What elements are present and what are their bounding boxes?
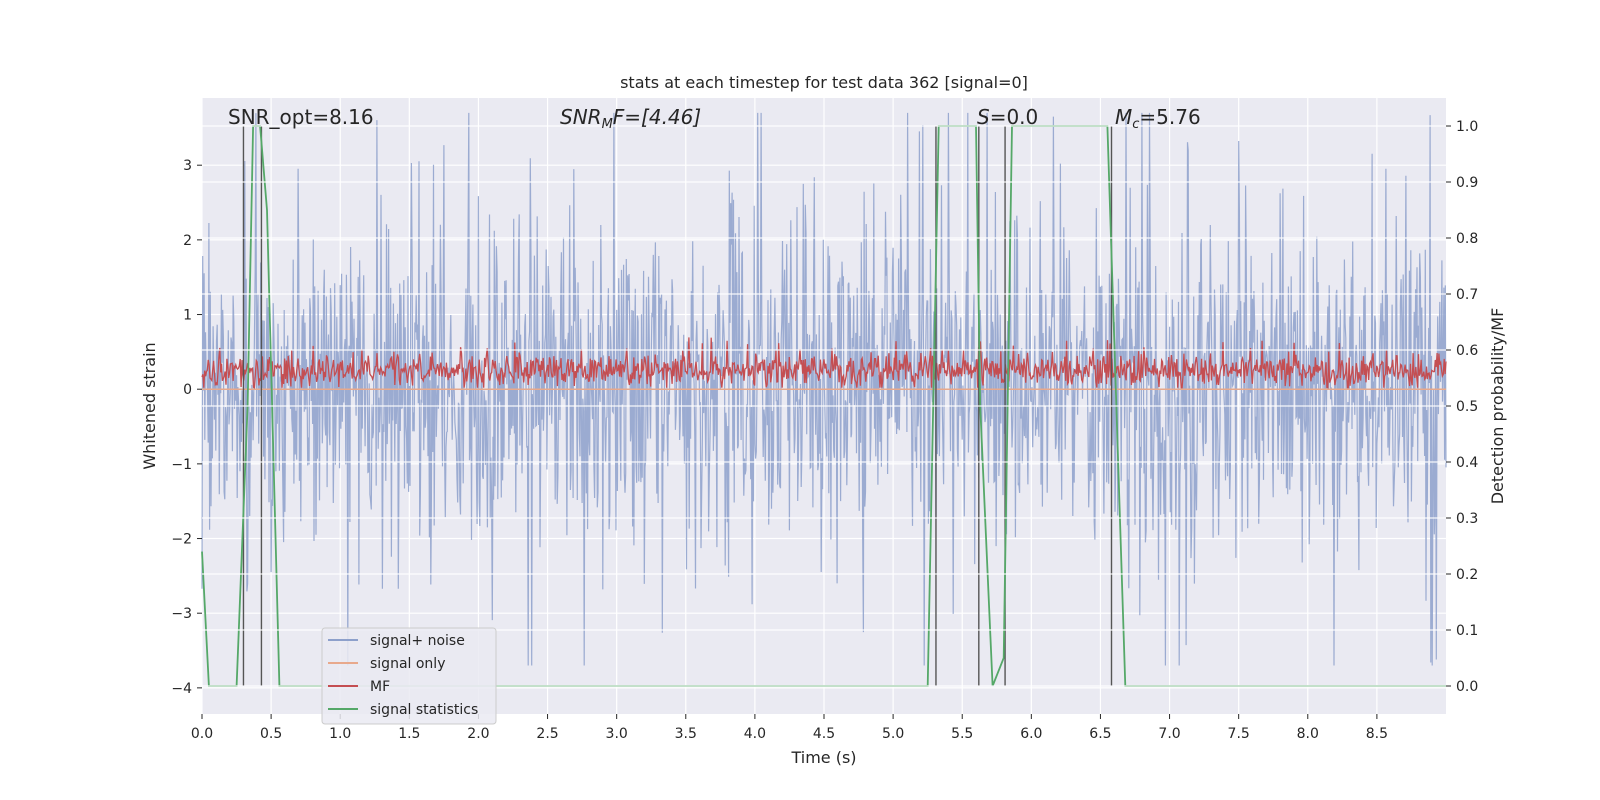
x-tick-label: 2.5 bbox=[536, 726, 558, 742]
s-annotation: S=0.0 bbox=[977, 105, 1038, 129]
y2-tick-label: 0.2 bbox=[1456, 567, 1478, 583]
y2-tick-label: 0.0 bbox=[1456, 679, 1478, 695]
right-axis-grid bbox=[202, 125, 1446, 687]
y2-tick-label: 0.6 bbox=[1456, 343, 1478, 359]
legend-label-stats: signal statistics bbox=[370, 702, 478, 718]
legend: signal+ noise signal only MF signal stat… bbox=[321, 627, 497, 725]
x-tick-label: 3.0 bbox=[606, 726, 628, 742]
snr-opt-annotation: SNR_opt=8.16 bbox=[228, 105, 374, 129]
legend-box bbox=[321, 627, 497, 725]
y-tick-label: 2 bbox=[183, 233, 192, 249]
x-tick-label: 7.5 bbox=[1228, 726, 1250, 742]
y-axis-label: Whitened strain bbox=[140, 342, 159, 469]
y2-tick-label: 1.0 bbox=[1456, 119, 1478, 135]
y2-tick-label: 0.3 bbox=[1456, 511, 1478, 527]
y2-tick-label: 0.1 bbox=[1456, 623, 1478, 639]
y-axis-ticks: 3 2 1 0 −1 −2 −3 −4 bbox=[171, 158, 202, 697]
y2-tick-label: 0.5 bbox=[1456, 399, 1478, 415]
y2-tick-label: 0.9 bbox=[1456, 175, 1478, 191]
chart-title: stats at each timestep for test data 362… bbox=[620, 73, 1028, 92]
y-tick-label: −2 bbox=[171, 532, 192, 548]
x-tick-label: 8.5 bbox=[1366, 726, 1388, 742]
y-tick-label: 1 bbox=[183, 308, 192, 324]
signal-noise-line bbox=[201, 112, 1447, 666]
x-tick-label: 0.5 bbox=[260, 726, 282, 742]
mc-annotation: Mc=5.76 bbox=[1115, 105, 1201, 132]
x-axis-ticks: 0.0 0.5 1.0 1.5 2.0 2.5 3.0 3.5 4.0 4.5 5.0 5.5 6.0 6… bbox=[191, 714, 1388, 742]
y2-tick-label: 0.8 bbox=[1456, 231, 1478, 247]
x-tick-label: 7.0 bbox=[1158, 726, 1180, 742]
x-tick-label: 0.0 bbox=[191, 726, 213, 742]
y2-axis-ticks: 1.0 0.9 0.8 0.7 0.6 0.5 0.4 0.3 0.2 0.1 0.0 bbox=[1446, 119, 1478, 695]
x-tick-label: 6.0 bbox=[1020, 726, 1042, 742]
y-tick-label: −3 bbox=[171, 606, 192, 622]
x-tick-label: 3.5 bbox=[675, 726, 697, 742]
signal-noise-series bbox=[201, 112, 1447, 666]
legend-label-noise: signal+ noise bbox=[370, 633, 465, 649]
y-tick-label: −4 bbox=[171, 681, 192, 697]
x-tick-label: 4.0 bbox=[744, 726, 766, 742]
y2-axis-label: Detection probability/MF bbox=[1488, 308, 1507, 505]
y2-tick-label: 0.4 bbox=[1456, 455, 1478, 471]
snr-mf-annotation: SNRMF=[4.46] bbox=[560, 105, 701, 132]
y-tick-label: −1 bbox=[171, 457, 192, 473]
legend-label-signal: signal only bbox=[370, 656, 445, 672]
y2-tick-label: 0.7 bbox=[1456, 287, 1478, 303]
x-tick-label: 4.5 bbox=[813, 726, 835, 742]
x-tick-label: 2.0 bbox=[467, 726, 489, 742]
y-tick-label: 0 bbox=[183, 382, 192, 398]
legend-label-mf: MF bbox=[370, 679, 390, 695]
x-tick-label: 6.5 bbox=[1089, 726, 1111, 742]
mf-line bbox=[201, 337, 1447, 389]
x-tick-label: 8.0 bbox=[1297, 726, 1319, 742]
x-tick-label: 1.0 bbox=[329, 726, 351, 742]
y-tick-label: 3 bbox=[183, 158, 192, 174]
x-tick-label: 1.5 bbox=[398, 726, 420, 742]
x-axis-label: Time (s) bbox=[790, 748, 856, 767]
x-tick-label: 5.5 bbox=[951, 726, 973, 742]
mf-series bbox=[201, 337, 1447, 389]
x-tick-label: 5.0 bbox=[882, 726, 904, 742]
